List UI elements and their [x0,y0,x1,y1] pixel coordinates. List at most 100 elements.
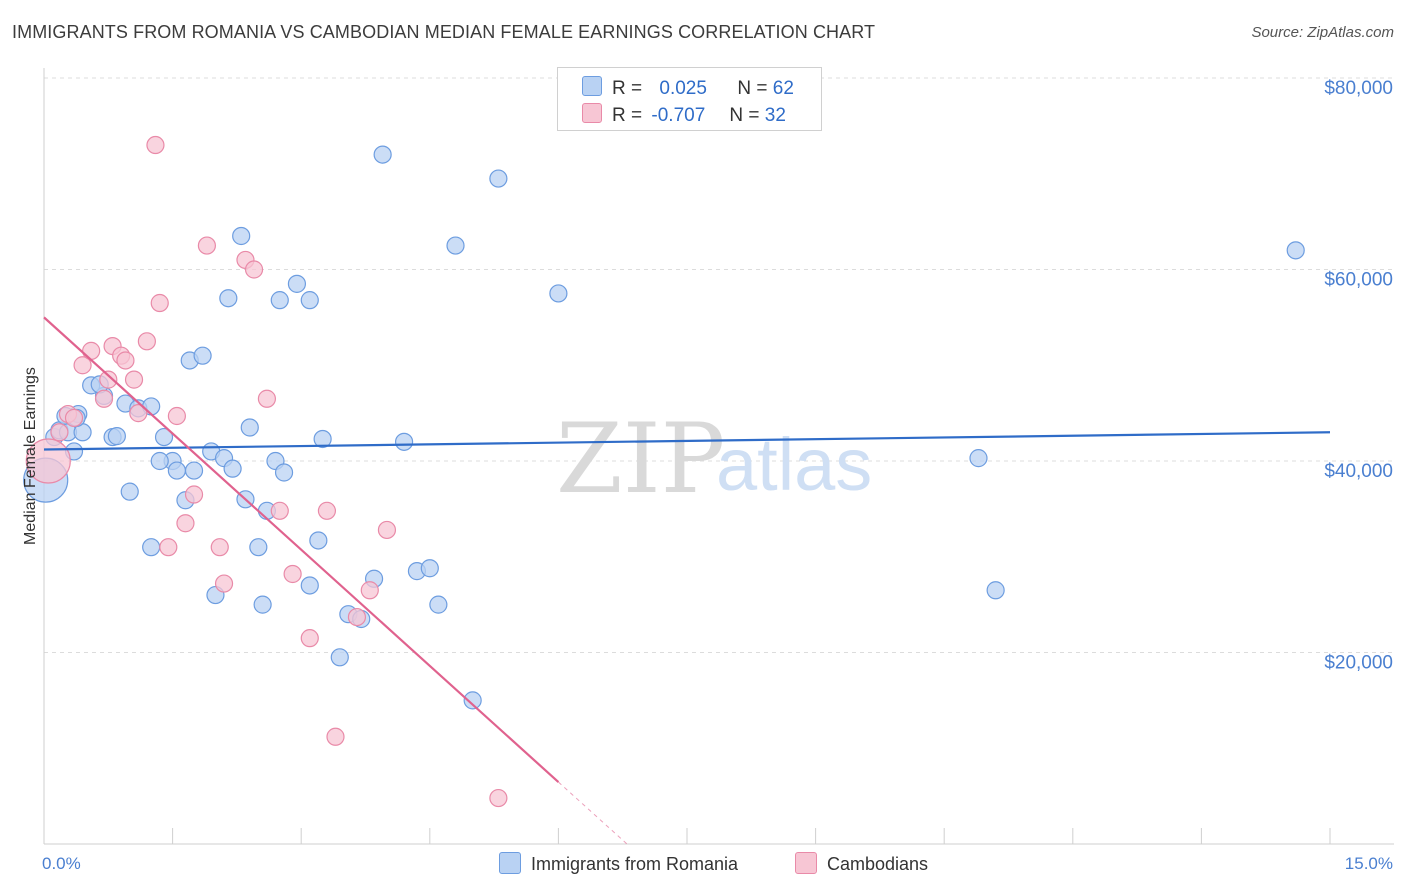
cambodian-point [214,574,234,593]
romania-point [300,291,319,310]
cambodian-point [159,538,178,557]
cambodian-point [137,332,156,351]
cambodian-point [270,501,289,520]
romania-point [373,145,392,164]
cambodian-point [489,788,508,808]
cambodian-point [283,564,302,584]
romania-point [549,284,568,303]
romania-point [429,595,448,614]
cambodian-point [244,260,264,279]
romania-point [142,538,161,557]
cambodian-point [129,404,148,423]
bottom-legend-romania[interactable]: Immigrants from Romania [499,852,738,875]
watermark: ZIP atlas [556,403,872,515]
romania-point [394,432,414,451]
romania-point [446,236,465,255]
cambodian-point [73,356,92,375]
cambodian-point [116,351,135,370]
cambodian-point [64,408,84,428]
romania-r-value: 0.025 [659,78,707,99]
cambodian-point [300,629,319,648]
cambodian-point [360,581,379,600]
legend-row-cambodians: R = -0.707 N = 32 [582,103,786,126]
legend-r-label: R = [612,105,643,126]
cambodian-point [184,485,204,504]
romania-point [489,169,508,188]
romania-point [120,482,139,501]
romania-legend-label: Immigrants from Romania [531,854,739,874]
cambodians-legend-label: Cambodians [827,854,929,874]
cambodians-r-value: -0.707 [651,105,706,126]
y-tick-label: $40,000 [1324,461,1393,482]
romania-point [167,461,186,480]
romania-point [240,418,259,437]
cambodians-swatch [582,103,602,123]
trend-lines [43,316,1331,845]
cambodian-point [82,341,101,360]
legend-r-label: R = [612,78,643,99]
cambodian-point [197,236,216,255]
y-axis-label: Median Female Earnings [22,367,39,545]
cambodian-point [99,370,118,389]
cambodian-point [146,135,165,155]
legend-n-label: N = [729,105,760,126]
romania-point [150,451,169,471]
romania-point [232,226,251,246]
watermark-atlas: atlas [716,423,872,506]
romania-point [463,691,482,710]
romania-point [107,427,126,446]
romania-n-value: 62 [772,78,794,99]
x-tick-label-max: 15.0% [1345,854,1393,873]
series-cambodians-points [25,135,508,808]
romania-point [309,531,328,550]
romania-point [420,559,439,578]
romania-point [330,648,349,667]
y-tick-label: $20,000 [1324,653,1393,674]
cambodian-point [176,514,195,533]
romania-legend-swatch [499,852,521,874]
romania-point [270,291,289,310]
romania-point [193,346,212,365]
cambodian-point [50,423,69,442]
romania-point [184,461,204,480]
cambodian-point [326,727,345,746]
cambodians-n-value: 32 [764,105,786,126]
legend-n-label: N = [737,78,768,99]
source-note: Source: ZipAtlas.com [1251,24,1394,41]
chart-title: IMMIGRANTS FROM ROMANIA VS CAMBODIAN MED… [12,22,876,42]
romania-point [249,538,268,557]
romania-swatch [582,76,602,96]
cambodians-trend-line [43,316,560,783]
romania-point [313,429,332,449]
watermark-zip: ZIP [556,403,725,515]
legend-row-romania: R = 0.025 N = 62 [582,76,794,99]
romania-point [223,459,242,478]
cambodian-point [210,538,229,557]
bottom-legend-cambodians[interactable]: Cambodians [795,852,928,875]
cambodian-point [150,293,169,313]
romania-point [300,576,319,595]
cambodian-point [124,370,144,389]
romania-point [1286,241,1305,260]
y-tick-label: $80,000 [1324,78,1393,99]
cambodian-point [94,389,114,408]
romania-point [287,274,307,293]
x-tick-label-min: 0.0% [42,854,81,873]
cambodian-point [347,607,367,627]
romania-point [986,581,1005,600]
cambodian-point [257,389,277,408]
cambodian-point [377,520,397,540]
romania-point [253,595,272,614]
romania-point [219,289,238,308]
romania-point [274,463,294,482]
gridlines [44,77,1394,653]
cambodian-point [167,406,186,426]
cambodians-trend-extension [558,781,628,845]
romania-trend-line [43,431,1331,451]
cambodian-point [317,501,337,520]
correlation-legend: R = 0.025 N = 62 R = -0.707 N = 32 [557,67,822,131]
romania-point [154,427,174,447]
y-tick-label: $60,000 [1324,270,1393,291]
cambodians-legend-swatch [795,852,817,874]
